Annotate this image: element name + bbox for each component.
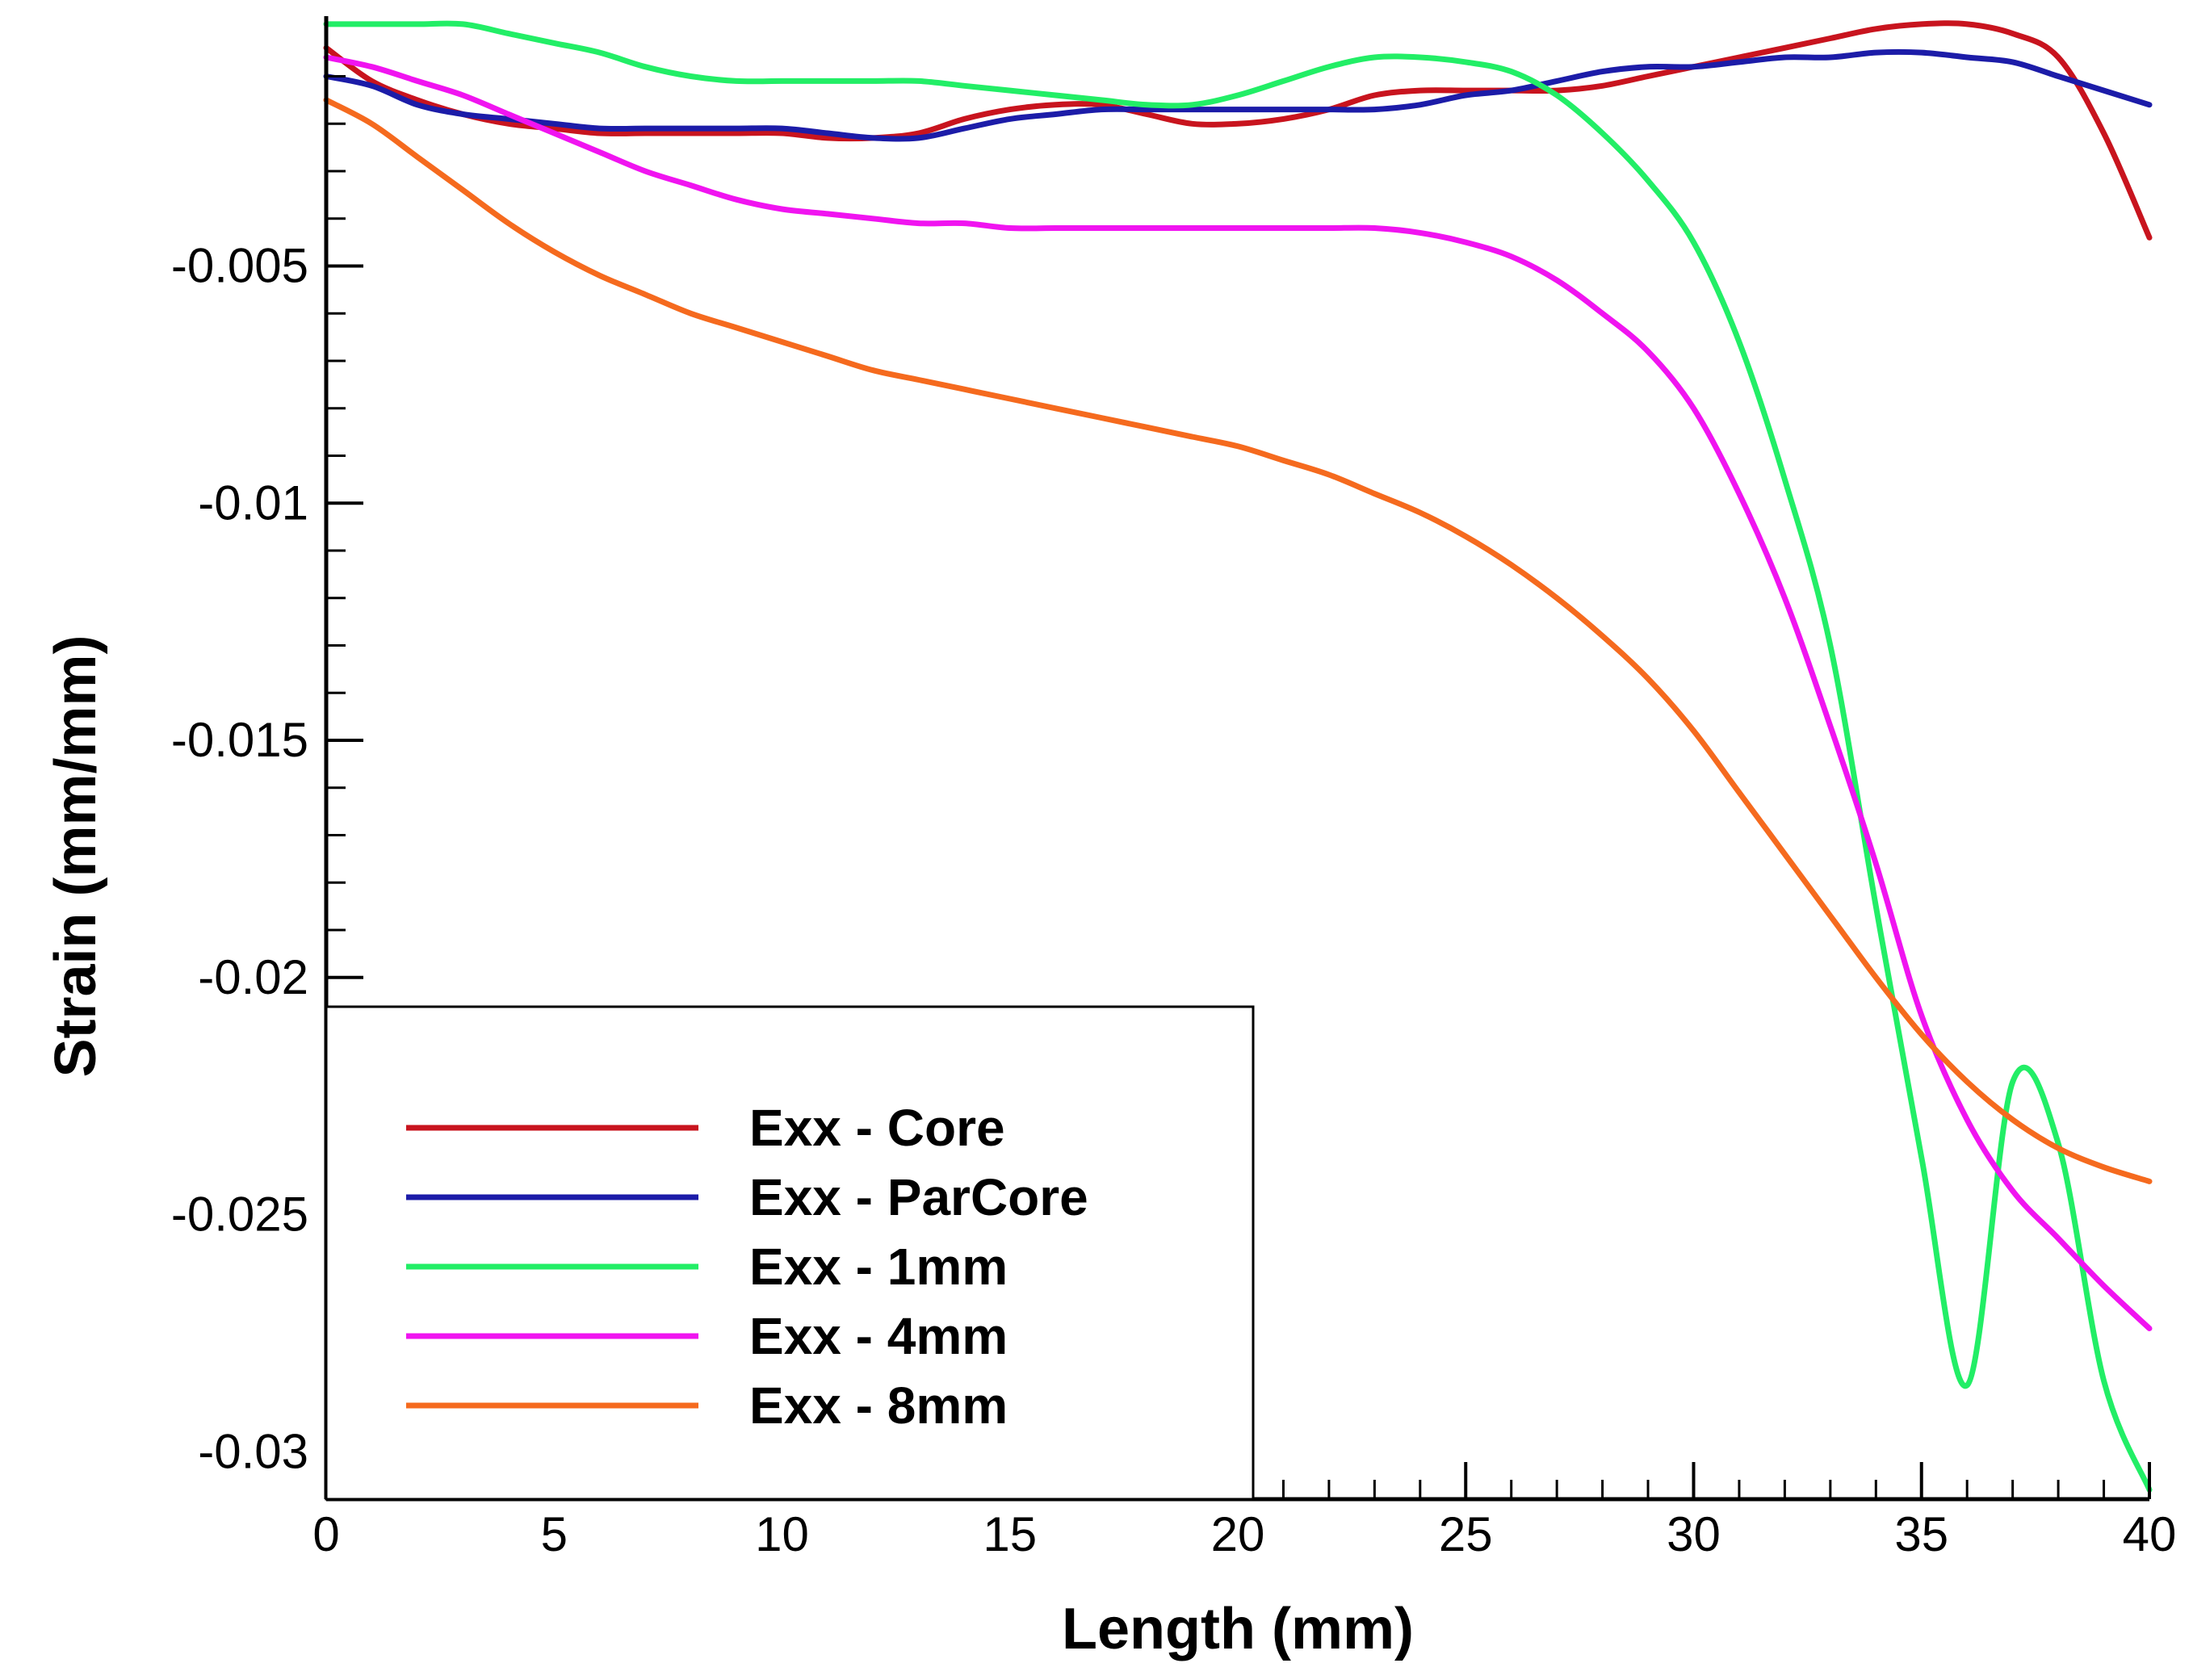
x-axis-title: Length (mm) (1062, 1597, 1414, 1661)
y-tick-label: -0.025 (171, 1188, 308, 1242)
x-tick-label: 15 (983, 1507, 1037, 1561)
x-tick-label: 25 (1439, 1507, 1493, 1561)
x-tick-label: 30 (1667, 1507, 1721, 1561)
series-line-exx-4mm (323, 54, 2153, 1331)
legend-label: Exx - 1mm (749, 1238, 1008, 1296)
y-axis-title: Strain (mm/mm) (44, 635, 108, 1077)
series-line-exx-1mm (323, 20, 2153, 1493)
legend-box (325, 1005, 1255, 1501)
y-tick-label: -0.02 (198, 950, 308, 1004)
x-tick-label: 10 (755, 1507, 809, 1561)
series-line-exx-core (323, 20, 2153, 241)
y-tick-label: -0.015 (171, 713, 308, 767)
legend-label: Exx - ParCore (749, 1168, 1088, 1226)
series-line-exx-8mm (323, 97, 2153, 1184)
x-tick-label: 0 (312, 1507, 339, 1561)
legend-label: Exx - Core (749, 1099, 1005, 1157)
x-tick-label: 5 (541, 1507, 568, 1561)
x-tick-label: 20 (1211, 1507, 1265, 1561)
y-tick-label: -0.01 (198, 476, 308, 530)
legend-label: Exx - 4mm (749, 1307, 1008, 1365)
x-tick-label: 40 (2123, 1507, 2177, 1561)
y-tick-label: -0.005 (171, 239, 308, 293)
series-line-exx-parcore (323, 48, 2153, 142)
y-tick-label: -0.03 (198, 1424, 308, 1478)
legend-label: Exx - 8mm (749, 1376, 1008, 1435)
x-tick-label: 35 (1894, 1507, 1948, 1561)
